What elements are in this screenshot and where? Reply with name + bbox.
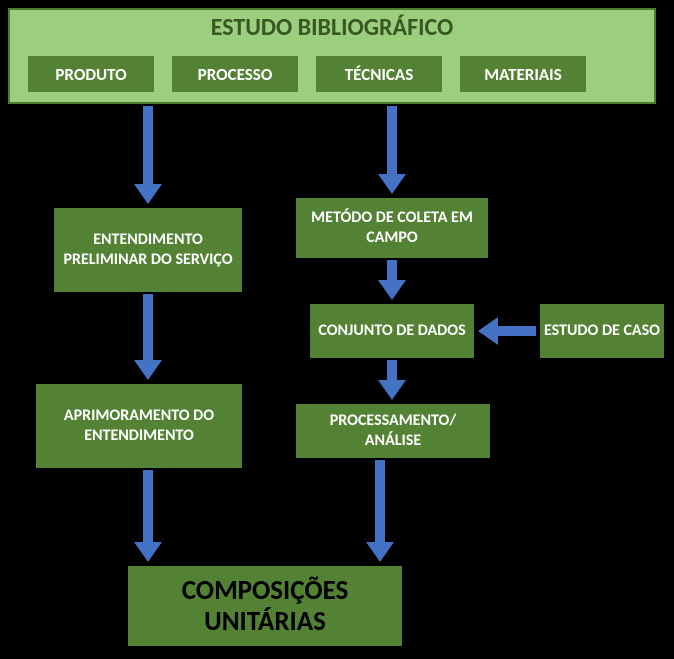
arrows-layer: [0, 0, 674, 659]
